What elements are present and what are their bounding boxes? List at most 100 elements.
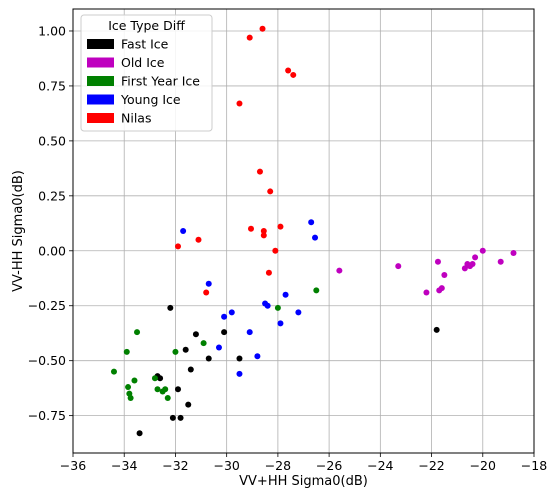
- data-point: [246, 34, 253, 41]
- data-point: [441, 271, 448, 278]
- data-point: [256, 168, 263, 175]
- x-tick-label: −36: [60, 458, 86, 473]
- data-point: [169, 414, 176, 421]
- data-point: [228, 309, 235, 316]
- data-point: [154, 386, 161, 393]
- data-point: [110, 368, 117, 375]
- data-point: [177, 414, 184, 421]
- data-point: [272, 247, 279, 254]
- y-axis-ticks: −0.75 −0.50 −0.25 0.00 0.25 0.50 0.75 1.00: [28, 23, 73, 423]
- data-point: [469, 260, 476, 267]
- data-point: [151, 375, 158, 382]
- data-point: [260, 232, 267, 239]
- x-tick-label: −28: [265, 458, 291, 473]
- data-point: [182, 346, 189, 353]
- data-point: [461, 265, 468, 272]
- data-point: [267, 188, 274, 195]
- data-point: [125, 384, 132, 391]
- x-tick-label: −26: [316, 458, 342, 473]
- y-tick-label: 1.00: [38, 23, 66, 38]
- data-point: [254, 353, 261, 360]
- y-tick-label: 0.50: [38, 133, 66, 148]
- data-point: [264, 302, 271, 309]
- x-axis-ticks: −36 −34 −32 −30 −28 −26 −24 −22 −20 −18: [60, 453, 547, 473]
- x-tick-label: −30: [213, 458, 239, 473]
- y-axis-label: VV-HH Sigma0(dB): [11, 170, 26, 292]
- data-point: [295, 309, 302, 316]
- data-point: [472, 254, 479, 261]
- data-point: [395, 263, 402, 270]
- data-point: [236, 355, 243, 362]
- legend-swatch: [87, 94, 114, 105]
- data-point: [274, 304, 281, 311]
- legend-swatch: [87, 39, 114, 49]
- legend-swatch: [87, 113, 114, 123]
- data-point: [312, 234, 319, 241]
- data-point: [185, 401, 192, 408]
- x-tick-label: −24: [367, 458, 393, 473]
- x-tick-label: −22: [418, 458, 444, 473]
- data-point: [200, 340, 207, 347]
- data-point: [221, 313, 228, 320]
- data-point: [259, 25, 266, 32]
- y-tick-label: −0.25: [28, 298, 66, 313]
- data-point: [246, 329, 253, 336]
- data-point: [162, 386, 169, 393]
- legend-swatch: [87, 57, 114, 68]
- data-point: [187, 366, 194, 373]
- data-point: [136, 430, 143, 437]
- data-point: [510, 249, 517, 256]
- data-point: [308, 219, 315, 226]
- x-tick-label: −20: [470, 458, 496, 473]
- data-point: [180, 228, 187, 234]
- legend-swatch: [87, 76, 114, 86]
- data-point: [290, 71, 297, 78]
- series-fast-ice: [136, 304, 440, 437]
- data-point: [203, 289, 210, 296]
- data-point: [438, 285, 445, 292]
- data-points: [110, 25, 517, 437]
- data-point: [134, 329, 141, 336]
- legend-title: Ice Type Diff: [108, 18, 185, 33]
- data-point: [247, 225, 254, 232]
- data-point: [236, 100, 243, 107]
- data-point: [157, 375, 164, 382]
- legend-label: Old Ice: [121, 55, 165, 70]
- data-point: [282, 291, 289, 298]
- plot-frame: [72, 8, 535, 454]
- y-tick-label: 0.75: [38, 78, 66, 93]
- data-point: [164, 395, 171, 402]
- data-point: [336, 267, 343, 274]
- series-young-ice: [180, 219, 319, 377]
- data-point: [123, 348, 130, 355]
- legend-label: Young Ice: [120, 92, 181, 107]
- data-point: [497, 258, 504, 265]
- legend-label: Nilas: [121, 111, 151, 126]
- y-tick-label: −0.50: [28, 353, 66, 368]
- data-point: [175, 243, 182, 250]
- data-point: [236, 370, 243, 377]
- data-point: [433, 326, 440, 333]
- data-point: [192, 331, 199, 338]
- y-tick-label: 0.00: [38, 243, 66, 258]
- data-point: [423, 289, 430, 296]
- data-point: [131, 377, 138, 384]
- legend: Ice Type Diff Fast Ice Old Ice First Year I…: [80, 14, 213, 132]
- x-axis-label: VV+HH Sigma0(dB): [239, 474, 368, 489]
- data-point: [215, 344, 222, 351]
- data-point: [313, 287, 320, 294]
- data-point: [195, 236, 202, 243]
- data-point: [205, 355, 212, 362]
- data-point: [260, 228, 267, 234]
- x-tick-label: −32: [162, 458, 188, 473]
- data-point: [127, 395, 134, 402]
- series-old-ice: [336, 247, 517, 296]
- data-point: [221, 329, 228, 336]
- x-tick-label: −18: [521, 458, 547, 473]
- y-tick-label: −0.75: [28, 408, 66, 423]
- data-point: [434, 258, 441, 265]
- data-point: [479, 247, 486, 254]
- legend-label: Fast Ice: [121, 37, 169, 52]
- data-point: [172, 348, 179, 355]
